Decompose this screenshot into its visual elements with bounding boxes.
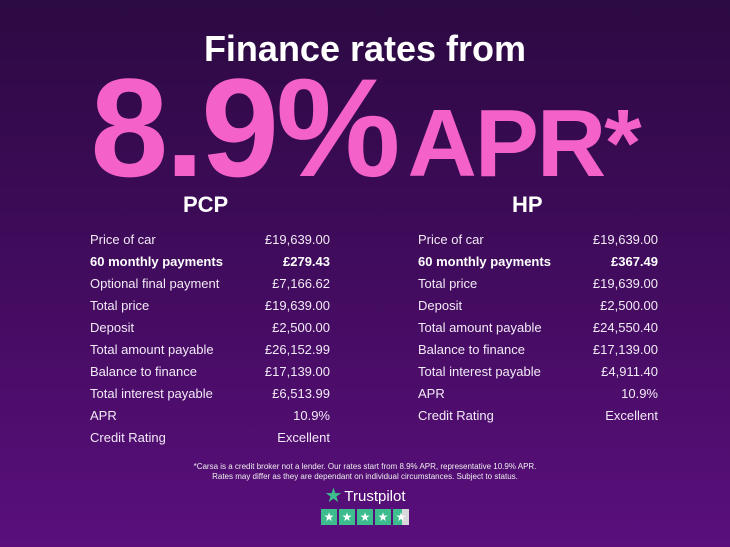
row-value: Excellent (605, 408, 658, 423)
table-row: Deposit £2,500.00 (418, 295, 658, 317)
row-value: £19,639.00 (592, 232, 658, 247)
disclaimer-line-2: Rates may differ as they are dependant o… (212, 472, 518, 481)
star-icon: ★ (321, 509, 337, 525)
row-label: Total price (90, 298, 150, 313)
table-row: Balance to finance £17,139.00 (90, 361, 330, 383)
pcp-heading: PCP (183, 192, 229, 217)
row-value: £7,166.62 (272, 276, 330, 291)
table-row: Balance to finance £17,139.00 (418, 339, 658, 361)
row-value: £17,139.00 (264, 364, 330, 379)
row-value: £26,152.99 (264, 342, 330, 357)
row-value: Excellent (277, 430, 330, 445)
row-label: Balance to finance (90, 364, 197, 379)
row-label: Deposit (418, 298, 463, 313)
row-label: Credit Rating (418, 408, 494, 423)
row-value: £17,139.00 (592, 342, 658, 357)
row-label: Balance to finance (418, 342, 525, 357)
trustpilot-rating: ★ ★ ★ ★ ★ (315, 509, 415, 525)
row-label: Deposit (90, 320, 135, 335)
table-row: Total price £19,639.00 (90, 295, 330, 317)
row-value: £4,911.40 (601, 364, 658, 379)
hp-table: Price of car £19,639.00 60 monthly payment… (418, 229, 658, 427)
headline-title: Finance rates from (203, 28, 527, 69)
row-value: £367.49 (611, 254, 658, 269)
table-row: Optional final payment £7,166.62 (90, 273, 330, 295)
row-value: £19,639.00 (264, 298, 330, 313)
row-value: £279.43 (283, 254, 330, 269)
trustpilot-star-icon: ★ (324, 485, 343, 507)
row-label: Total amount payable (418, 320, 542, 335)
headline-rate: 8.9% (90, 49, 400, 206)
row-label: APR (90, 408, 117, 423)
trustpilot-badge[interactable]: ★ Trustpilot ★ ★ ★ ★ ★ (315, 486, 415, 525)
star-icon: ★ (357, 509, 373, 525)
star-icon: ★ (375, 509, 391, 525)
table-row: Total interest payable £4,911.40 (418, 361, 658, 383)
table-row: Total amount payable £26,152.99 (90, 339, 330, 361)
row-value: 10.9% (293, 408, 330, 423)
star-icon: ★ (339, 509, 355, 525)
table-row: 60 monthly payments £279.43 (90, 251, 330, 273)
row-value: £2,500.00 (600, 298, 658, 313)
table-row: Total interest payable £6,513.99 (90, 383, 330, 405)
row-label: Credit Rating (90, 430, 166, 445)
disclaimer: *Carsa is a credit broker not a lender. … (0, 462, 730, 482)
table-row: Price of car £19,639.00 (418, 229, 658, 251)
row-label: Total price (418, 276, 478, 291)
row-value: £19,639.00 (592, 276, 658, 291)
table-row: Credit Rating Excellent (418, 405, 658, 427)
row-label: APR (418, 386, 445, 401)
row-value: 10.9% (621, 386, 658, 401)
row-label: Optional final payment (90, 276, 220, 291)
row-label: Total interest payable (90, 386, 213, 401)
row-value: £24,550.40 (592, 320, 658, 335)
row-label: Price of car (90, 232, 156, 247)
table-row: Credit Rating Excellent (90, 427, 330, 449)
trustpilot-name: Trustpilot (344, 487, 406, 505)
row-label: Total amount payable (90, 342, 214, 357)
table-row: APR 10.9% (418, 383, 658, 405)
row-value: £19,639.00 (264, 232, 330, 247)
half-star-icon: ★ (393, 509, 409, 525)
table-row: Price of car £19,639.00 (90, 229, 330, 251)
table-row: Deposit £2,500.00 (90, 317, 330, 339)
hp-heading: HP (512, 192, 543, 217)
pcp-table: Price of car £19,639.00 60 monthly payment… (90, 229, 330, 449)
row-label: Total interest payable (418, 364, 541, 379)
table-row: Total price £19,639.00 (418, 273, 658, 295)
headline-hero: 8.9% APR* (0, 58, 730, 198)
row-label: Price of car (418, 232, 484, 247)
row-value: £2,500.00 (272, 320, 330, 335)
headline-apr: APR* (407, 90, 642, 197)
row-value: £6,513.99 (272, 386, 330, 401)
row-label: 60 monthly payments (418, 254, 551, 269)
disclaimer-line-1: *Carsa is a credit broker not a lender. … (193, 462, 537, 471)
table-row: Total amount payable £24,550.40 (418, 317, 658, 339)
table-row: APR 10.9% (90, 405, 330, 427)
table-row: 60 monthly payments £367.49 (418, 251, 658, 273)
row-label: 60 monthly payments (90, 254, 223, 269)
